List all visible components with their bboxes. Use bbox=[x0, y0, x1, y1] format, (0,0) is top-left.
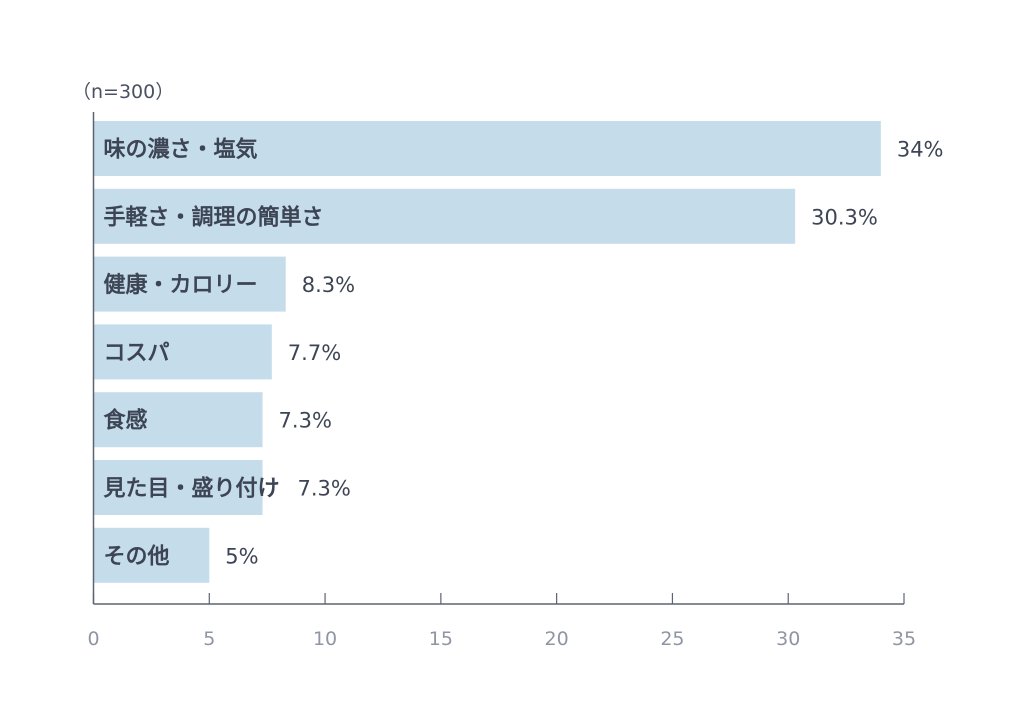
axis-layer: 0 5 10 15 20 25 30 35 bbox=[87, 112, 916, 650]
bars-layer: 味の濃さ・塩気 34% 手軽さ・調理の簡単さ 30.3% 健康・カロリー 8.3% コスパ 7… bbox=[93, 121, 944, 583]
value-label: 7.7% bbox=[288, 341, 341, 365]
value-label: 34% bbox=[897, 138, 944, 162]
bar-7 bbox=[93, 527, 210, 583]
bar-1 bbox=[93, 121, 881, 176]
x-tick-label: 25 bbox=[660, 628, 684, 650]
x-tick-label: 15 bbox=[429, 628, 453, 650]
value-label: 5% bbox=[225, 544, 258, 568]
category-label: その他 bbox=[104, 544, 170, 569]
bar-5 bbox=[93, 392, 263, 448]
bar-6 bbox=[93, 460, 263, 515]
bar-3 bbox=[93, 256, 286, 312]
value-label: 8.3% bbox=[302, 273, 355, 297]
x-tick-label: 35 bbox=[892, 628, 916, 650]
value-label: 7.3% bbox=[298, 477, 351, 501]
category-label: コスパ bbox=[104, 341, 170, 366]
category-label: 手軽さ・調理の簡単さ bbox=[104, 204, 324, 230]
value-label: 7.3% bbox=[279, 409, 332, 433]
bar-2 bbox=[93, 188, 796, 244]
value-label: 30.3% bbox=[811, 205, 878, 229]
x-tick-label: 20 bbox=[545, 628, 569, 650]
bar-4 bbox=[93, 324, 272, 380]
sample-size-note: （n=300） bbox=[72, 81, 174, 103]
x-tick-label: 10 bbox=[313, 628, 337, 650]
x-tick-label: 5 bbox=[203, 628, 215, 650]
category-label: 味の濃さ・塩気 bbox=[104, 137, 258, 163]
x-tick-label: 30 bbox=[776, 628, 800, 650]
category-label: 食感 bbox=[104, 408, 148, 434]
category-label: 健康・カロリー bbox=[104, 272, 258, 298]
x-tick-label: 0 bbox=[87, 628, 99, 650]
category-label: 見た目・盛り付け bbox=[104, 476, 280, 502]
